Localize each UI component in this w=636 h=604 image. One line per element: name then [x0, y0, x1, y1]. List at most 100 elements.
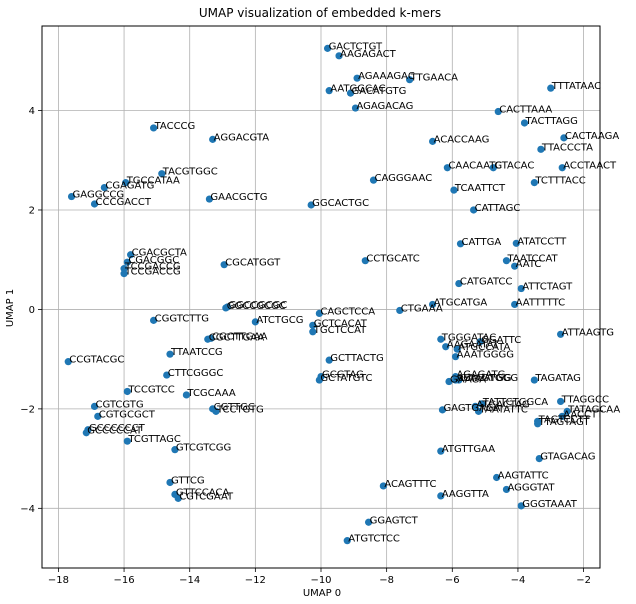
data-point-label: TTACCCTA	[541, 142, 593, 153]
data-point	[442, 343, 450, 351]
data-point-label: TCGCAAA	[186, 388, 235, 399]
data-point-label: GAAGTGGG	[460, 373, 518, 384]
data-point-label: ATGTCTCC	[348, 534, 400, 545]
data-point	[364, 518, 373, 526]
data-point-labels: GACTCTGTAAGAGACTAGAAAGACTTGAACAAATGGCACG…	[69, 41, 620, 544]
data-point	[476, 338, 484, 346]
data-point-label: AGAAAGAC	[358, 71, 415, 82]
data-point	[520, 119, 529, 127]
data-point-label: TAGTCCTT	[538, 414, 591, 425]
data-point-label: AATTTTTC	[516, 297, 565, 308]
data-point	[558, 412, 566, 420]
data-point	[534, 420, 542, 428]
data-point-label: CATTAGC	[475, 203, 521, 214]
data-point	[502, 485, 511, 494]
data-point-label: AAATGGGG	[457, 350, 514, 361]
data-point-label: GGATTC	[481, 335, 521, 346]
data-point	[450, 186, 458, 194]
data-point-label: AACCTT	[563, 409, 604, 420]
data-point	[150, 316, 158, 324]
data-point	[437, 447, 445, 455]
data-point-label: AATC	[516, 259, 542, 270]
data-point-label: TAATATTC	[479, 404, 528, 415]
data-point-label: GCTCACAT	[314, 318, 368, 329]
data-point	[470, 206, 478, 214]
data-point-label: GAACGCTG	[210, 192, 267, 203]
data-point	[547, 84, 555, 92]
data-point-label: CGTCGTG	[96, 399, 144, 410]
x-tick-label: −12	[245, 575, 266, 586]
data-point-label: CAGGGAAC	[375, 173, 433, 184]
data-point-label: AGGACGTA	[214, 132, 270, 143]
data-point-label: CGAGATG	[105, 181, 154, 192]
data-point-label: TCCTGTG	[216, 404, 264, 415]
data-point	[445, 377, 453, 386]
data-point	[123, 387, 131, 396]
data-point-label: ACACATGG	[457, 373, 512, 384]
data-point-label: AAGAATAT	[447, 340, 500, 351]
data-point	[343, 537, 351, 545]
data-point	[209, 135, 217, 143]
data-point	[325, 87, 333, 95]
data-point-label: TGGGATAC	[441, 332, 496, 343]
data-point-label: GGGTAAAT	[522, 499, 578, 510]
data-point	[512, 239, 520, 247]
data-point-label: TTAATCCG	[170, 347, 223, 358]
data-point-label: ACAGTTTC	[384, 479, 436, 490]
y-tick-label: −2	[20, 404, 35, 415]
x-tick-label: −6	[445, 575, 460, 586]
data-point	[453, 345, 461, 353]
y-tick-label: −4	[20, 504, 35, 515]
data-point	[369, 176, 378, 184]
data-point	[451, 353, 460, 361]
x-tick-label: −2	[576, 575, 591, 586]
data-point	[67, 192, 76, 201]
data-point	[90, 402, 99, 410]
data-point-label: GCTTACTG	[330, 353, 384, 364]
data-point-label: TTTATAAC	[551, 81, 601, 92]
data-point-label: GTTCCACA	[176, 487, 229, 498]
data-point-label: ACCTAACT	[563, 161, 617, 172]
data-point-label: TGCCATAA	[126, 176, 180, 187]
data-point	[123, 437, 131, 445]
data-point-label: TAATCCAT	[506, 254, 558, 265]
data-point-label: CATGATCC	[460, 277, 512, 288]
data-point-label: GGAGTCT	[370, 515, 419, 526]
data-point-label: GCCCCCAT	[87, 426, 143, 437]
data-point-label: CGCATGGT	[225, 258, 281, 269]
data-point	[437, 492, 445, 500]
data-point	[204, 335, 212, 343]
data-point	[478, 400, 486, 408]
data-point-label: CGTTGC	[214, 402, 255, 413]
data-point	[511, 300, 519, 309]
data-point-label: AGGGTAT	[507, 482, 555, 493]
data-point	[346, 89, 355, 97]
data-point-label: CGGTCTTG	[155, 313, 209, 324]
data-point	[90, 200, 99, 208]
data-point-label: ATGCCATA	[458, 342, 510, 353]
data-point	[150, 124, 158, 132]
chart-title: UMAP visualization of embedded k-mers	[199, 6, 441, 20]
data-point	[451, 376, 460, 384]
data-points	[64, 44, 571, 545]
data-point-label: CACTAAGA	[565, 131, 619, 142]
data-point-label: GTTCG	[171, 475, 205, 486]
data-point	[205, 195, 213, 203]
data-point	[174, 494, 182, 502]
data-point-label: TCGTTAGC	[127, 434, 181, 445]
data-point	[396, 306, 404, 315]
data-point-label: TACTTAGG	[525, 116, 578, 127]
data-point-label: CAACAATC	[448, 161, 501, 172]
x-tick-label: −16	[114, 575, 135, 586]
data-point-label: TTAGGCC	[561, 394, 609, 405]
data-point	[530, 179, 538, 187]
data-point	[560, 134, 568, 142]
x-axis-label: UMAP 0	[303, 588, 341, 599]
data-point-label: ATGTTGAA	[442, 444, 495, 455]
data-point-label: CCTGCATC	[366, 254, 419, 265]
x-tick-label: −10	[310, 575, 331, 586]
y-tick-label: 4	[29, 106, 35, 117]
data-point-label: TCAATTCT	[454, 183, 506, 194]
grid-lines	[42, 26, 600, 568]
